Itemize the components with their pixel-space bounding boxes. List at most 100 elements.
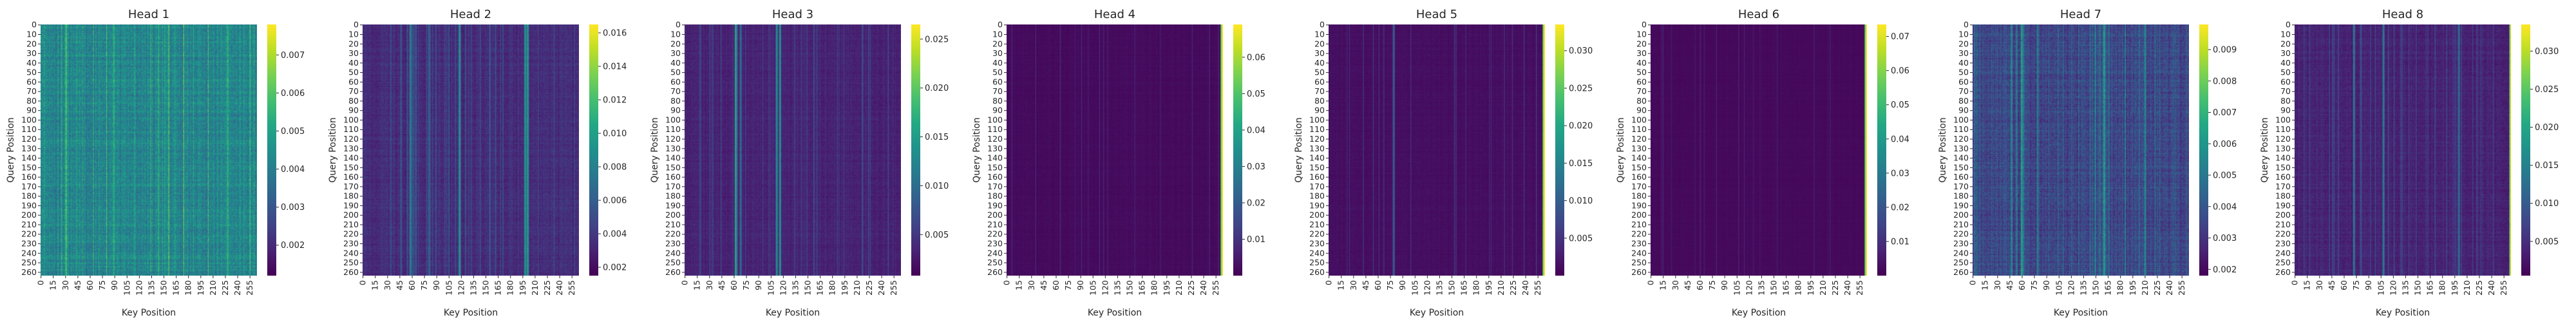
x-tick-label: 210 [852, 280, 862, 296]
y-tick-label: 120 [1309, 134, 1325, 144]
y-tick-label: 260 [21, 267, 37, 277]
heatmap-cells [363, 24, 579, 276]
x-tick-label: 30 [1671, 280, 1680, 290]
colorbar-tick-label: 0.03 [1247, 162, 1265, 172]
x-tick-label: 240 [1198, 280, 1208, 296]
y-tick-label: 150 [21, 162, 37, 172]
y-tick-label: 80 [26, 96, 37, 106]
y-tick-label: 250 [1953, 258, 1969, 267]
x-tick-label: 120 [1422, 280, 1432, 296]
x-tick-label: 45 [1039, 280, 1048, 290]
heatmap-title: Head 1 [128, 8, 169, 21]
y-tick-label: 10 [1314, 30, 1325, 39]
colorbar-tick-label: 0.006 [2213, 140, 2237, 149]
y-tick-label: 100 [343, 115, 359, 124]
y-tick-label: 100 [1631, 115, 1647, 124]
y-tick-label: 50 [1314, 68, 1325, 77]
x-tick-label: 210 [1174, 280, 1184, 296]
y-tick-label: 10 [670, 30, 681, 39]
y-tick-label: 200 [1953, 210, 1969, 220]
y-tick-label: 20 [2280, 39, 2291, 48]
y-tick-label: 130 [21, 144, 37, 153]
colorbar-tick-label: 0.006 [281, 89, 305, 99]
x-tick-label: 90 [109, 280, 119, 290]
heatmap-title: Head 4 [1094, 8, 1135, 21]
heatmap-cells [685, 24, 901, 276]
x-tick-label: 135 [468, 280, 478, 296]
colorbar-tick-label: 0.002 [281, 241, 305, 251]
x-tick-label: 195 [518, 280, 527, 296]
x-tick-label: 30 [1349, 280, 1358, 290]
y-tick-label: 0 [676, 20, 681, 30]
colorbar-tick-label: 0.015 [925, 133, 949, 142]
y-tick-label: 20 [1636, 39, 1647, 48]
x-tick-label: 255 [2177, 280, 2186, 296]
y-tick-label: 230 [2275, 239, 2291, 249]
x-tick-label: 135 [2078, 280, 2088, 296]
x-tick-label: 60 [407, 280, 417, 290]
y-tick-label: 130 [343, 144, 359, 153]
x-tick-label: 45 [73, 280, 82, 290]
y-tick-label: 90 [2280, 106, 2291, 115]
x-tick-label: 15 [2302, 280, 2312, 290]
x-tick-label: 180 [1472, 280, 1481, 296]
y-tick-label: 130 [987, 144, 1003, 153]
x-tick-label: 135 [1756, 280, 1766, 296]
y-tick-label: 50 [1958, 68, 1969, 77]
y-tick-label: 100 [665, 115, 681, 124]
x-tick-label: 210 [2462, 280, 2472, 296]
y-tick-label: 240 [1631, 248, 1647, 258]
colorbar-tick-label: 0.015 [1569, 159, 1593, 169]
y-tick-label: 130 [665, 144, 681, 153]
x-tick-label: 195 [1806, 280, 1815, 296]
colorbar-tick-label: 0.014 [603, 62, 627, 72]
y-tick-label: 170 [21, 182, 37, 191]
y-tick-label: 150 [987, 162, 1003, 172]
x-tick-label: 0 [36, 280, 46, 285]
y-tick-label: 110 [343, 124, 359, 134]
y-tick-label: 140 [1953, 153, 1969, 163]
x-tick-label: 90 [1397, 280, 1407, 290]
colorbar-tick-label: 0.05 [1891, 100, 1909, 110]
y-tick-label: 60 [2280, 77, 2291, 86]
colorbar [2521, 24, 2530, 276]
x-tick-label: 120 [1744, 280, 1754, 296]
x-tick-label: 30 [2315, 280, 2324, 290]
x-tick-label: 135 [1434, 280, 1444, 296]
y-tick-label: 190 [21, 200, 37, 210]
y-tick-label: 110 [21, 124, 37, 134]
colorbar-tick-label: 0.07 [1891, 32, 1909, 42]
x-axis-label: Key Position [1088, 308, 1142, 318]
y-tick-label: 210 [987, 220, 1003, 229]
y-tick-label: 120 [2275, 134, 2291, 144]
x-tick-label: 30 [383, 280, 392, 290]
x-tick-label: 180 [506, 280, 515, 296]
y-tick-label: 260 [1631, 267, 1647, 277]
x-tick-label: 225 [1186, 280, 1196, 296]
y-tick-label: 30 [1636, 48, 1647, 58]
heatmap-panel-1: Head 10 15 30 45 60 75 90 105 120 135 150 165 180 195… [6, 8, 305, 318]
y-tick-label: 30 [992, 48, 1003, 58]
y-tick-label: 30 [1958, 48, 1969, 58]
x-tick-label: 195 [840, 280, 849, 296]
x-tick-label: 75 [1385, 280, 1395, 290]
x-tick-label: 105 [444, 280, 453, 296]
x-tick-label: 45 [1683, 280, 1692, 290]
heatmap-cells [1007, 24, 1223, 276]
y-tick-label: 70 [1636, 86, 1647, 96]
y-tick-label: 20 [1314, 39, 1325, 48]
y-axis-label: Query Position [2260, 117, 2270, 183]
heatmap-panel-8: Head 80 15 30 45 60 75 90 105 120 135 150 165 180 195… [2260, 8, 2559, 318]
x-tick-label: 120 [134, 280, 144, 296]
y-tick-label: 140 [343, 153, 359, 163]
heatmap-panel-4: Head 40 15 30 45 60 75 90 105 120 135 150 165 180 195… [972, 8, 1265, 318]
y-tick-label: 140 [665, 153, 681, 163]
x-tick-label: 60 [1051, 280, 1061, 290]
colorbar-tick-label: 0.025 [2535, 85, 2559, 95]
x-tick-label: 0 [1968, 280, 1978, 285]
x-tick-label: 195 [1484, 280, 1493, 296]
y-tick-label: 180 [665, 191, 681, 201]
x-tick-label: 0 [680, 280, 690, 285]
y-tick-label: 120 [987, 134, 1003, 144]
y-tick-label: 90 [1314, 106, 1325, 115]
